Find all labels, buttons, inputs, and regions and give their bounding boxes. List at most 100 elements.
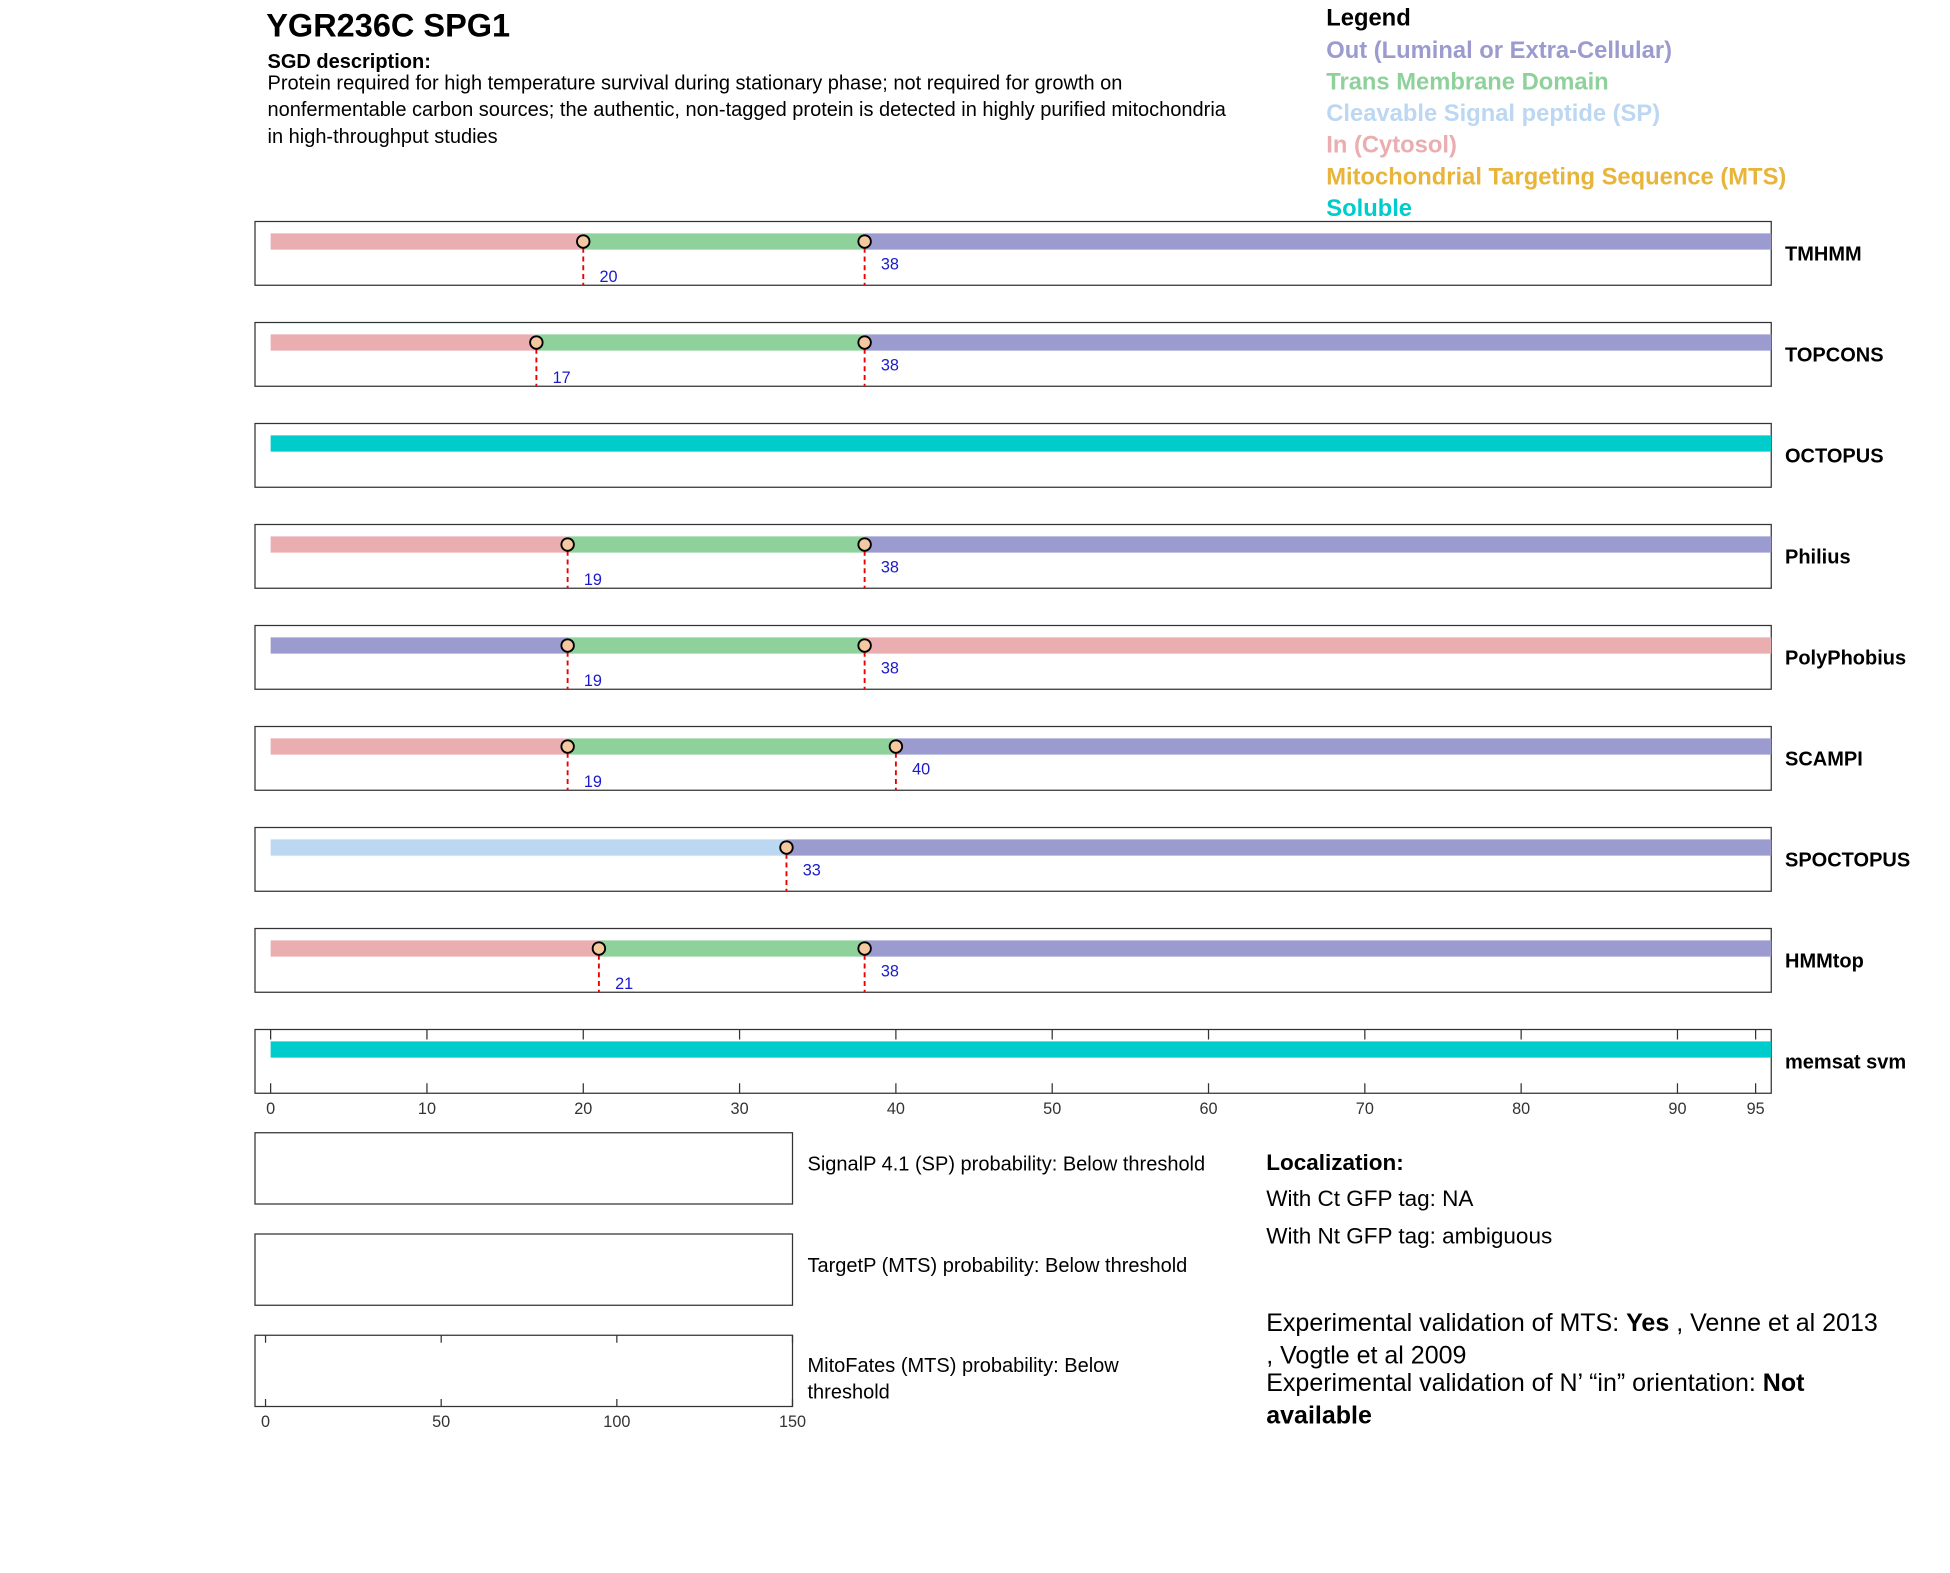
track-label: SCAMPI — [1785, 749, 1863, 771]
boundary-marker — [857, 537, 872, 552]
boundary-marker — [560, 537, 575, 552]
segment — [567, 738, 896, 755]
description: Protein required for high temperature su… — [268, 72, 1123, 94]
track-label: PolyPhobius — [1785, 648, 1906, 670]
boundary-label: 40 — [912, 761, 930, 779]
x-tick-label: 150 — [779, 1413, 806, 1431]
localization-title: Localization: — [1266, 1150, 1404, 1175]
segment — [864, 637, 1772, 654]
description: in high-throughput studies — [268, 126, 498, 148]
probability-box — [254, 1233, 794, 1306]
boundary-marker — [576, 234, 591, 249]
segment — [567, 637, 865, 654]
segment — [270, 637, 568, 654]
probability-text: MitoFates (MTS) probability: Below — [808, 1355, 1120, 1377]
boundary-marker — [857, 638, 872, 653]
boundary-label: 19 — [584, 672, 602, 690]
legend-item: In (Cytosol) — [1326, 132, 1457, 159]
track-box — [254, 321, 1772, 387]
segment — [895, 738, 1772, 755]
segment — [270, 839, 787, 856]
segment — [270, 738, 568, 755]
localization-line: With Nt GFP tag: ambiguous — [1266, 1224, 1552, 1249]
legend-item: Mitochondrial Targeting Sequence (MTS) — [1326, 163, 1786, 190]
track-label: HMMtop — [1785, 951, 1864, 973]
boundary-marker — [857, 234, 872, 249]
track-box — [254, 523, 1772, 589]
track-label: TOPCONS — [1785, 345, 1884, 367]
track-label: OCTOPUS — [1785, 446, 1884, 468]
x-tick-label: 40 — [887, 1100, 905, 1118]
boundary-label: 17 — [553, 369, 571, 387]
probability-text: TargetP (MTS) probability: Below thresho… — [808, 1255, 1188, 1277]
x-tick-label: 50 — [432, 1413, 450, 1431]
boundary-marker — [560, 638, 575, 653]
legend-title: Legend — [1326, 4, 1410, 31]
validation-line: Experimental validation of MTS: Yes , Ve… — [1266, 1309, 1878, 1337]
boundary-label: 38 — [881, 256, 899, 274]
x-tick-label: 70 — [1356, 1100, 1374, 1118]
description: nonfermentable carbon sources; the authe… — [268, 99, 1227, 121]
legend-item: Soluble — [1326, 195, 1412, 222]
validation-line: , Vogtle et al 2009 — [1266, 1341, 1466, 1369]
probability-text: threshold — [808, 1382, 890, 1404]
x-tick-label: 0 — [266, 1100, 275, 1118]
validation-run: available — [1266, 1401, 1372, 1429]
x-tick-label: 30 — [731, 1100, 749, 1118]
track-box — [254, 1028, 1772, 1094]
probability-text: SignalP 4.1 (SP) probability: Below thre… — [808, 1154, 1206, 1176]
track-box — [254, 422, 1772, 488]
validation-run: Yes — [1626, 1309, 1669, 1337]
track-box — [254, 826, 1772, 892]
segment — [567, 536, 865, 553]
track-label: SPOCTOPUS — [1785, 850, 1910, 872]
segment — [598, 940, 865, 957]
validation-run: Experimental validation of N’ “in” orien… — [1266, 1369, 1763, 1397]
probability-box — [254, 1334, 794, 1408]
boundary-label: 19 — [584, 571, 602, 589]
boundary-marker — [779, 840, 794, 855]
boundary-label: 38 — [881, 660, 899, 678]
boundary-marker — [888, 739, 904, 754]
boundary-marker — [857, 941, 872, 956]
x-tick-label: 90 — [1668, 1100, 1686, 1118]
segment — [864, 536, 1772, 553]
segment — [270, 536, 568, 553]
track-box — [254, 725, 1772, 791]
track-box — [254, 927, 1772, 993]
boundary-label: 38 — [881, 559, 899, 577]
segment — [270, 334, 537, 351]
validation-run: Experimental validation of MTS: — [1266, 1309, 1626, 1337]
segment — [270, 940, 599, 957]
legend-item: Trans Membrane Domain — [1326, 68, 1608, 95]
boundary-marker — [529, 335, 544, 350]
x-tick-label: 80 — [1512, 1100, 1530, 1118]
validation-run: , Vogtle et al 2009 — [1266, 1341, 1466, 1369]
segment — [583, 233, 865, 250]
segment — [536, 334, 865, 351]
x-tick-label: 100 — [603, 1413, 630, 1431]
boundary-label: 33 — [803, 862, 821, 880]
x-tick-label: 95 — [1747, 1100, 1765, 1118]
segment — [786, 839, 1772, 856]
segment — [270, 1041, 1772, 1058]
x-tick-label: 50 — [1043, 1100, 1061, 1118]
localization-line: With Ct GFP tag: NA — [1266, 1186, 1473, 1211]
legend-item: Cleavable Signal peptide (SP) — [1326, 100, 1660, 127]
boundary-marker — [560, 739, 575, 754]
segment — [864, 334, 1772, 351]
boundary-label: 38 — [881, 357, 899, 375]
boundary-marker — [591, 941, 607, 956]
boundary-marker — [857, 335, 872, 350]
track-box — [254, 220, 1772, 286]
validation-line: available — [1266, 1401, 1372, 1429]
boundary-label: 38 — [881, 963, 899, 981]
segment — [864, 940, 1772, 957]
segment — [270, 435, 1772, 452]
x-tick-label: 60 — [1199, 1100, 1217, 1118]
probability-box — [254, 1132, 794, 1205]
validation-line: Experimental validation of N’ “in” orien… — [1266, 1369, 1805, 1397]
validation-run: Not — [1763, 1369, 1805, 1397]
